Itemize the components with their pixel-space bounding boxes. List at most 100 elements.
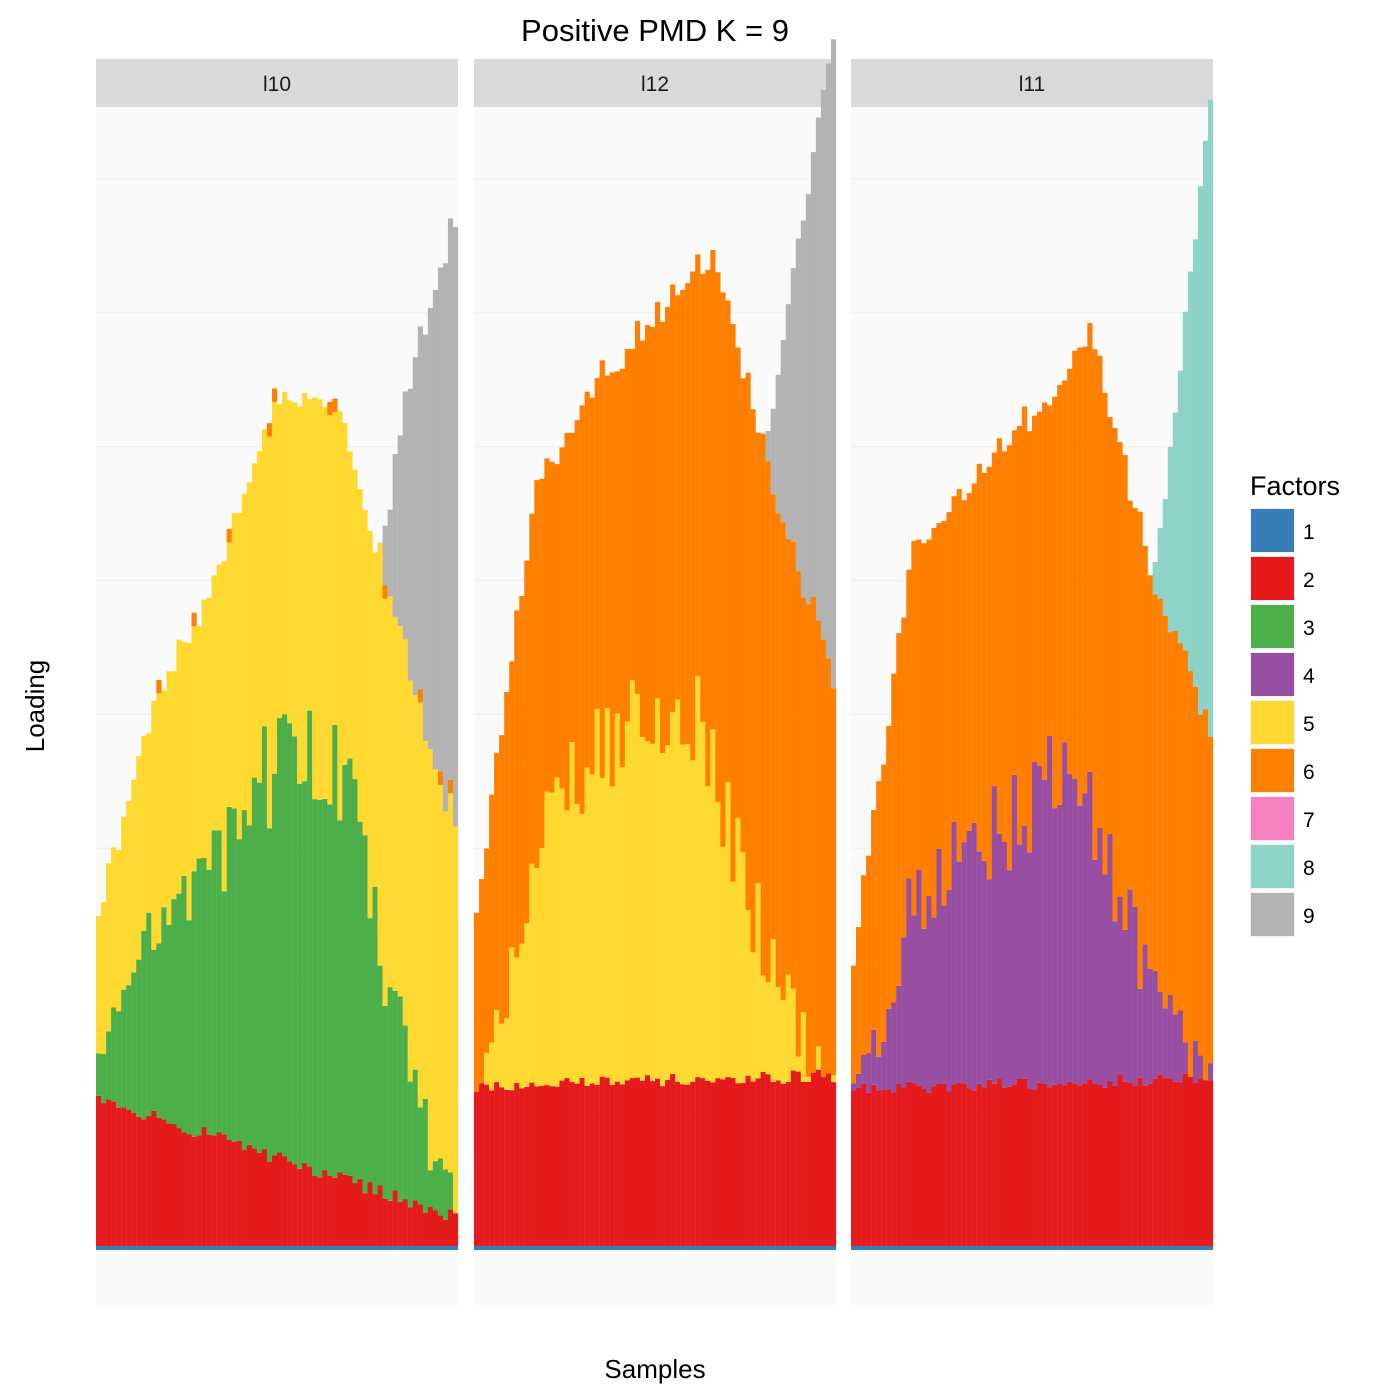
bar-segment-factor-1: [514, 1245, 520, 1250]
bar-segment-factor-1: [881, 1245, 887, 1250]
bar-segment-factor-1: [795, 1245, 801, 1250]
bar-segment-factor-6: [886, 725, 892, 1009]
bar-segment-factor-1: [830, 1245, 837, 1250]
bar-segment-factor-5: [407, 680, 413, 1082]
bar-segment-factor-2: [417, 1204, 423, 1246]
bar-segment-factor-6: [810, 597, 817, 1073]
bar-segment-factor-5: [544, 791, 550, 1086]
bar-segment-factor-1: [700, 1245, 706, 1250]
bar-segment-factor-6: [961, 500, 967, 843]
bar-segment-factor-3: [422, 1098, 428, 1213]
bar-segment-factor-5: [437, 784, 444, 1159]
bar-segment-factor-5: [422, 740, 428, 1099]
bar-segment-factor-5: [181, 642, 187, 876]
bar-segment-factor-6: [514, 610, 520, 958]
bar-segment-factor-5: [111, 847, 117, 1008]
bar-segment-factor-3: [251, 777, 258, 1149]
legend-swatch: [1251, 845, 1294, 888]
bar-segment-factor-6: [649, 326, 656, 744]
bar-segment-factor-4: [1142, 944, 1148, 1086]
bar-segment-factor-1: [422, 1245, 428, 1250]
bar-segment-factor-3: [412, 1069, 418, 1201]
bar-segment-factor-9: [447, 218, 454, 780]
bar-segment-factor-4: [1192, 1040, 1199, 1083]
bar-segment-factor-5: [161, 690, 167, 908]
legend-swatch: [1251, 797, 1294, 840]
bar-segment-factor-1: [231, 1245, 237, 1250]
bar-segment-factor-2: [705, 1080, 711, 1246]
bar-segment-factor-6: [1132, 508, 1138, 907]
bar-segment-factor-6: [1102, 392, 1108, 875]
bar-segment-factor-1: [447, 1245, 454, 1250]
bar-segment-factor-2: [634, 1077, 641, 1246]
bar-segment-factor-6: [639, 340, 646, 738]
bar-segment-factor-1: [417, 1245, 423, 1250]
bar-segment-factor-6: [484, 848, 490, 1053]
bar-segment-factor-6: [524, 560, 530, 924]
bar-segment-factor-6: [544, 458, 550, 792]
bar-segment-factor-1: [946, 1245, 952, 1250]
bar-segment-factor-2: [221, 1134, 227, 1246]
bar-segment-factor-1: [494, 1245, 500, 1250]
bar-segment-factor-2: [397, 1201, 403, 1246]
bar-segment-factor-5: [166, 671, 172, 926]
bar-segment-factor-5: [649, 743, 656, 1082]
bar-segment-factor-8: [1172, 412, 1178, 631]
bar-segment-factor-6: [931, 527, 937, 918]
bar-segment-factor-2: [126, 1109, 132, 1246]
bar-segment-factor-1: [1162, 1245, 1168, 1250]
bar-segment-factor-1: [402, 1245, 408, 1250]
bar-segment-factor-5: [624, 721, 631, 1081]
bar-segment-factor-5: [634, 694, 641, 1078]
bar-segment-factor-2: [544, 1085, 550, 1246]
bar-segment-factor-3: [437, 1158, 444, 1216]
bar-segment-factor-1: [579, 1245, 585, 1250]
bar-segment-factor-1: [287, 1245, 293, 1250]
bar-segment-factor-6: [1107, 417, 1113, 834]
bar-segment-factor-1: [1117, 1245, 1123, 1250]
bar-segment-factor-4: [951, 821, 957, 1085]
bar-segment-factor-4: [1117, 896, 1123, 1075]
bar-segment-factor-9: [785, 304, 791, 539]
bar-segment-factor-4: [1082, 793, 1088, 1084]
bar-segment-factor-1: [594, 1245, 600, 1250]
bar-segment-factor-2: [856, 1087, 862, 1246]
bar-segment-factor-1: [442, 1245, 449, 1250]
bar-segment-factor-4: [1057, 804, 1063, 1084]
legend-swatch: [1251, 557, 1294, 600]
bar-segment-factor-6: [1202, 709, 1209, 1081]
bar-segment-factor-2: [407, 1207, 413, 1246]
bar-segment-factor-4: [876, 1056, 882, 1091]
legend-key-2: 2: [1250, 556, 1315, 601]
bar-segment-factor-1: [966, 1245, 972, 1250]
bar-segment-factor-3: [377, 965, 383, 1186]
bar-segment-factor-9: [825, 63, 832, 659]
bar-segment-factor-1: [186, 1245, 192, 1250]
bar-segment-factor-2: [579, 1077, 585, 1246]
bar-segment-factor-5: [805, 1076, 812, 1082]
bar-segment-factor-5: [614, 713, 620, 1082]
bar-segment-factor-4: [1147, 968, 1153, 1084]
bar-segment-factor-2: [484, 1084, 490, 1246]
legend-swatch: [1251, 653, 1294, 696]
bar-segment-factor-2: [211, 1135, 217, 1246]
bar-segment-factor-1: [216, 1245, 222, 1250]
bar-segment-factor-5: [755, 883, 761, 1079]
bar-segment-factor-6: [665, 306, 671, 746]
bar-segment-factor-1: [206, 1245, 212, 1250]
bar-segment-factor-6: [226, 529, 232, 543]
legend-key-5: 5: [1250, 700, 1315, 745]
bar-segment-factor-6: [1127, 500, 1133, 890]
bar-segment-factor-5: [317, 399, 323, 800]
bar-segment-factor-4: [981, 860, 987, 1088]
bar-segment-factor-1: [1107, 1245, 1113, 1250]
bar-segment-factor-2: [921, 1088, 927, 1246]
bar-segment-factor-1: [352, 1245, 358, 1250]
bar-segment-factor-5: [579, 813, 585, 1078]
bar-segment-factor-5: [261, 429, 268, 727]
bar-segment-factor-2: [1192, 1082, 1199, 1246]
facet-panels: l10 l12 l11: [96, 39, 1214, 1305]
bar-segment-factor-1: [589, 1245, 595, 1250]
bar-segment-factor-1: [1077, 1245, 1083, 1250]
bar-segment-factor-4: [931, 917, 937, 1087]
